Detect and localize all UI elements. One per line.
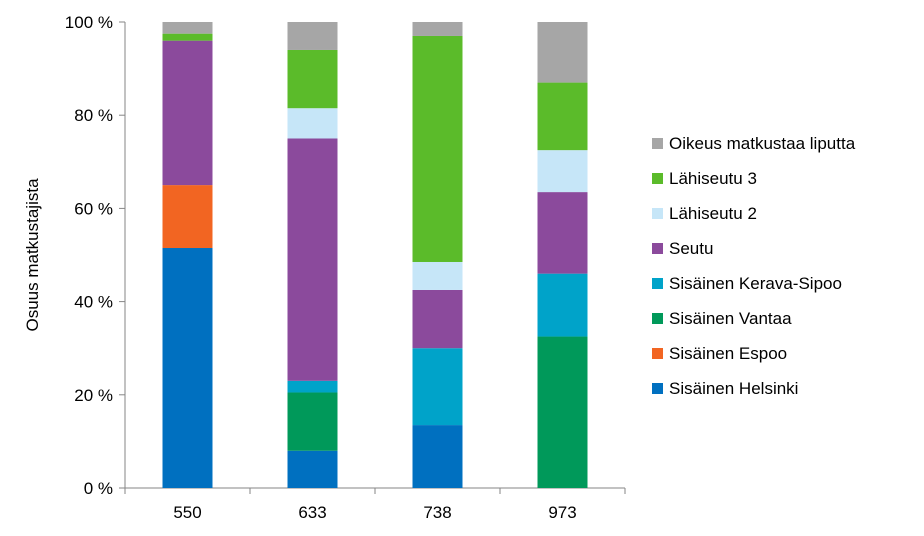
y-tick-label: 20 %	[74, 386, 113, 405]
bar-segment	[412, 22, 463, 36]
bar-segment	[287, 392, 338, 451]
y-tick-label: 80 %	[74, 106, 113, 125]
legend-swatch	[652, 208, 663, 219]
bar-segment	[162, 185, 213, 249]
y-axis-title: Osuus matkustajista	[23, 178, 42, 332]
bar-segment	[537, 82, 588, 151]
bar-segment	[537, 150, 588, 193]
x-tick-label: 973	[548, 503, 576, 522]
bar-segment	[162, 33, 213, 41]
plot-area: 0 % 20 % 40 % 60 % 80 % 100 % 550 633 738 973	[65, 13, 626, 522]
legend-label: Lähiseutu 3	[669, 169, 757, 188]
x-tick-label: 738	[423, 503, 451, 522]
bar-segment	[537, 22, 588, 83]
bar-segment	[287, 450, 338, 488]
bar-segment	[287, 108, 338, 139]
y-tick-label: 100 %	[65, 13, 113, 32]
y-tick-label: 60 %	[74, 199, 113, 218]
legend-label: Lähiseutu 2	[669, 204, 757, 223]
x-tick-label: 550	[173, 503, 201, 522]
bar-segment	[412, 425, 463, 488]
bar-segment	[412, 289, 463, 349]
legend: Oikeus matkustaa liputta Lähiseutu 3 Lähis…	[652, 134, 856, 398]
y-tick-label: 40 %	[74, 293, 113, 312]
legend-swatch	[652, 278, 663, 289]
legend-swatch	[652, 383, 663, 394]
bar-segment	[287, 49, 338, 109]
x-tick-label: 633	[298, 503, 326, 522]
legend-label: Sisäinen Espoo	[669, 344, 787, 363]
bar-segment	[537, 192, 588, 274]
bar-segment	[412, 261, 463, 290]
legend-label: Sisäinen Vantaa	[669, 309, 792, 328]
bar-segment	[162, 248, 213, 488]
legend-label: Oikeus matkustaa liputta	[669, 134, 856, 153]
bar-segment	[537, 273, 588, 337]
legend-label: Seutu	[669, 239, 713, 258]
legend-label: Sisäinen Helsinki	[669, 379, 798, 398]
legend-label: Sisäinen Kerava-Sipoo	[669, 274, 842, 293]
bar-segment	[412, 35, 463, 262]
bar-segment	[287, 138, 338, 381]
legend-swatch	[652, 138, 663, 149]
bar-segment	[162, 40, 213, 186]
bar-segment	[412, 348, 463, 426]
bar-segment	[162, 22, 213, 34]
bar-segment	[537, 336, 588, 488]
legend-swatch	[652, 243, 663, 254]
legend-swatch	[652, 348, 663, 359]
legend-swatch	[652, 173, 663, 184]
bar-segment	[287, 380, 338, 393]
legend-swatch	[652, 313, 663, 324]
bar-segment	[287, 22, 338, 50]
y-tick-label: 0 %	[84, 479, 113, 498]
